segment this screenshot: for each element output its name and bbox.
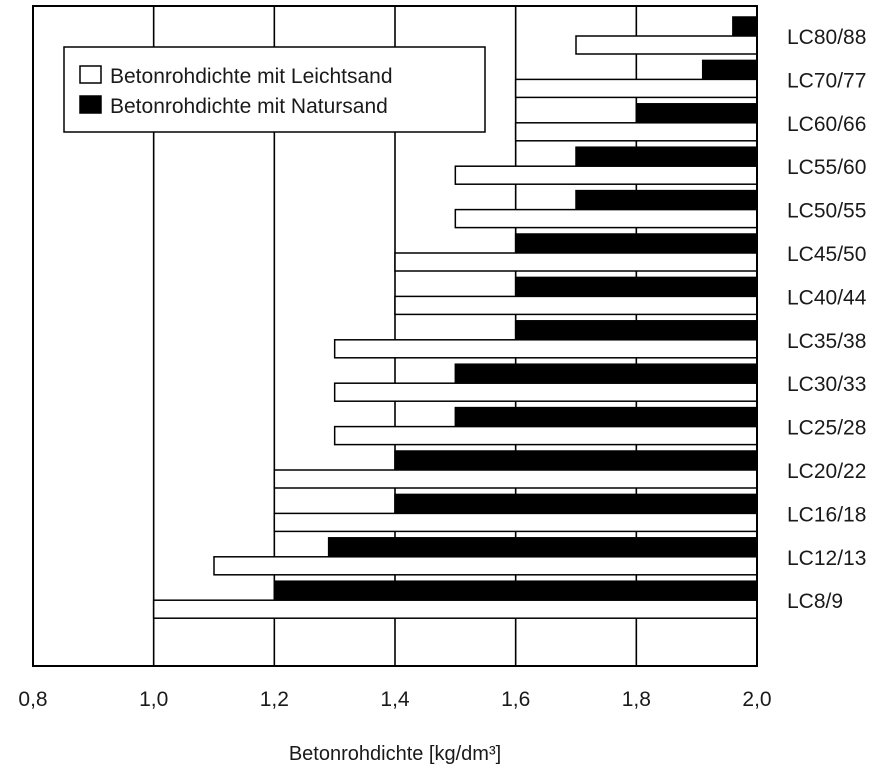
x-tick-label: 0,8 bbox=[18, 688, 47, 711]
bar-natursand bbox=[514, 320, 758, 341]
category-label: LC45/50 bbox=[787, 243, 866, 266]
category-label: LC20/22 bbox=[787, 460, 866, 483]
plot-frame bbox=[32, 5, 758, 667]
bar-leichtsand bbox=[333, 425, 758, 446]
category-label: LC35/38 bbox=[787, 330, 866, 353]
category-label: LC8/9 bbox=[787, 590, 843, 613]
bar-natursand bbox=[454, 406, 758, 428]
category-label: LC12/13 bbox=[787, 547, 866, 570]
bar-leichtsand bbox=[454, 165, 758, 185]
category-label: LC25/28 bbox=[787, 417, 866, 440]
bar-leichtsand bbox=[514, 122, 758, 142]
bar-natursand bbox=[394, 450, 758, 471]
x-tick-label: 1,4 bbox=[380, 688, 410, 711]
bar-natursand bbox=[514, 276, 758, 298]
legend-label-natursand: Betonrohdichte mit Natursand bbox=[110, 95, 388, 118]
x-tick-labels: 0,8 1,0 1,2 1,4 1,6 1,8 2,0 bbox=[18, 688, 771, 711]
x-axis-title: Betonrohdichte [kg/dm³] bbox=[289, 743, 501, 765]
category-label: LC30/33 bbox=[787, 373, 866, 396]
x-tick-label: 1,0 bbox=[139, 688, 168, 711]
bar-leichtsand bbox=[333, 339, 758, 359]
legend-label-leichtsand: Betonrohdichte mit Leichtsand bbox=[110, 65, 393, 88]
legend-swatch-natursand bbox=[79, 95, 102, 114]
x-tick-label: 1,6 bbox=[501, 688, 530, 711]
category-labels: LC80/88 LC70/77 LC60/66 LC55/60 LC50/55 LC45/… bbox=[787, 26, 867, 613]
category-label: LC55/60 bbox=[787, 156, 866, 179]
category-label: LC60/66 bbox=[787, 113, 866, 136]
legend-box bbox=[63, 46, 486, 133]
category-label: LC40/44 bbox=[787, 286, 867, 309]
bar-leichtsand bbox=[454, 208, 758, 229]
bar-natursand bbox=[732, 16, 758, 37]
bar-natursand bbox=[575, 189, 758, 211]
legend-swatch-leichtsand bbox=[79, 65, 102, 84]
bar-natursand bbox=[575, 146, 758, 167]
bar-leichtsand bbox=[273, 469, 758, 489]
bar-leichtsand bbox=[273, 512, 758, 533]
bar-natursand bbox=[635, 103, 758, 124]
bar-leichtsand bbox=[514, 78, 758, 99]
bar-leichtsand bbox=[152, 599, 758, 619]
bar-natursand bbox=[327, 537, 758, 558]
bar-natursand bbox=[273, 580, 758, 601]
x-tick-label: 2,0 bbox=[742, 688, 771, 711]
bar-natursand bbox=[454, 363, 758, 384]
x-tick-label: 1,2 bbox=[260, 688, 289, 711]
bar-natursand bbox=[514, 233, 758, 254]
bar-leichtsand bbox=[394, 252, 758, 272]
category-label: LC50/55 bbox=[787, 200, 866, 223]
bar-natursand bbox=[701, 59, 758, 81]
x-tick-label: 1,8 bbox=[622, 688, 651, 711]
category-label: LC70/77 bbox=[787, 69, 866, 92]
bar-leichtsand bbox=[394, 295, 758, 316]
category-label: LC80/88 bbox=[787, 26, 866, 49]
bar-leichtsand bbox=[575, 35, 758, 55]
bar-leichtsand bbox=[333, 382, 758, 402]
bar-leichtsand bbox=[213, 556, 758, 576]
legend: Betonrohdichte mit Leichtsand Betonrohdi… bbox=[63, 46, 486, 133]
bars bbox=[152, 16, 758, 619]
category-label: LC16/18 bbox=[787, 503, 866, 526]
bar-natursand bbox=[394, 493, 758, 515]
